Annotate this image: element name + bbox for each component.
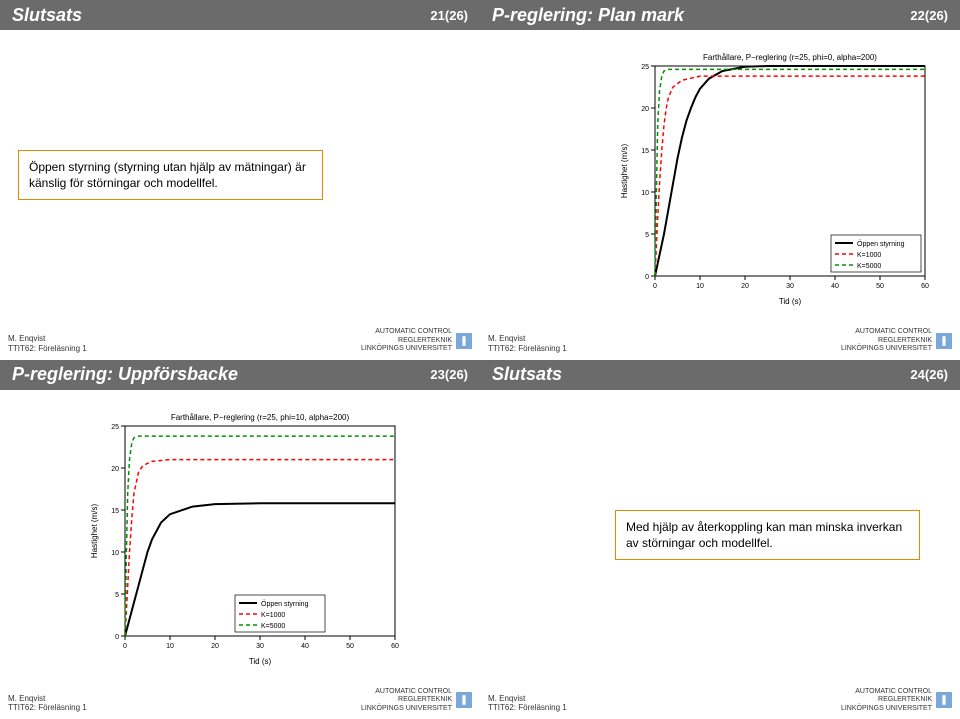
svg-text:10: 10 [166,643,174,650]
svg-text:50: 50 [876,283,884,290]
svg-text:5: 5 [115,592,119,599]
svg-text:60: 60 [391,643,399,650]
svg-text:10: 10 [641,190,649,197]
footer-org2: REGLERTEKNIK [841,696,932,704]
slide-page: 21(26) [430,8,468,23]
svg-text:5: 5 [645,232,649,239]
slide-titlebar: P-reglering: Plan mark 22(26) [480,0,960,30]
svg-text:Hastighet (m/s): Hastighet (m/s) [620,144,629,199]
svg-text:K=1000: K=1000 [857,252,881,259]
footer-org2: REGLERTEKNIK [361,696,452,704]
slide-page: 23(26) [430,367,468,382]
svg-text:20: 20 [641,106,649,113]
slide-page: 24(26) [910,367,948,382]
svg-text:0: 0 [653,283,657,290]
footer-right: AUTOMATIC CONTROL REGLERTEKNIK LINKÖPING… [361,328,472,353]
slide-3: P-reglering: Uppförsbacke 23(26) 0 10 20 30… [0,360,480,719]
chart-p-plan: 0 10 20 30 40 50 60 0 5 10 15 20 25 Farthållare, P−re… [615,48,935,308]
svg-text:0: 0 [115,634,119,641]
footer-author: M. Enqvist [8,334,87,344]
slide-titlebar: P-reglering: Uppförsbacke 23(26) [0,360,480,390]
footer-org1: AUTOMATIC CONTROL [841,328,932,336]
slide-title: Slutsats [12,5,82,26]
svg-text:Farthållare, P−reglering (r=25: Farthållare, P−reglering (r=25, phi=0, a… [703,53,877,62]
footer-right: AUTOMATIC CONTROL REGLERTEKNIK LINKÖPING… [841,688,952,713]
slide-titlebar: Slutsats 24(26) [480,360,960,390]
svg-text:40: 40 [831,283,839,290]
svg-text:K=1000: K=1000 [261,612,285,619]
footer-org2: REGLERTEKNIK [841,337,932,345]
message-box: Med hjälp av återkoppling kan man minska… [615,510,920,560]
svg-text:K=5000: K=5000 [261,623,285,630]
slide-titlebar: Slutsats 21(26) [0,0,480,30]
footer-author: M. Enqvist [8,694,87,704]
footer-org3: LINKÖPINGS UNIVERSITET [841,705,932,713]
svg-text:10: 10 [696,283,704,290]
svg-text:K=5000: K=5000 [857,263,881,270]
svg-text:0: 0 [645,274,649,281]
footer-left: M. Enqvist TTIT62: Föreläsning 1 [488,694,567,713]
svg-text:10: 10 [111,550,119,557]
svg-text:Tid (s): Tid (s) [249,657,272,666]
university-icon [456,333,472,349]
slide-1: Slutsats 21(26) Öppen styrning (styrning… [0,0,480,360]
university-icon [936,333,952,349]
footer-org1: AUTOMATIC CONTROL [841,688,932,696]
svg-text:30: 30 [786,283,794,290]
footer-org3: LINKÖPINGS UNIVERSITET [361,705,452,713]
footer-org2: REGLERTEKNIK [361,337,452,345]
footer-author: M. Enqvist [488,334,567,344]
svg-text:15: 15 [641,148,649,155]
footer-org3: LINKÖPINGS UNIVERSITET [361,345,452,353]
svg-text:50: 50 [346,643,354,650]
slide-4: Slutsats 24(26) Med hjälp av återkopplin… [480,360,960,719]
svg-text:Farthållare, P−reglering (r=25: Farthållare, P−reglering (r=25, phi=10, … [171,413,350,422]
message-box: Öppen styrning (styrning utan hjälp av m… [18,150,323,200]
footer-right: AUTOMATIC CONTROL REGLERTEKNIK LINKÖPING… [841,328,952,353]
svg-text:Öppen styrning: Öppen styrning [261,600,309,608]
footer-org3: LINKÖPINGS UNIVERSITET [841,345,932,353]
svg-text:15: 15 [111,508,119,515]
footer-course: TTIT62: Föreläsning 1 [488,344,567,354]
svg-text:Tid (s): Tid (s) [779,297,802,306]
svg-text:20: 20 [741,283,749,290]
slide-title: Slutsats [492,364,562,385]
footer-right: AUTOMATIC CONTROL REGLERTEKNIK LINKÖPING… [361,688,472,713]
svg-text:25: 25 [111,424,119,431]
footer-course: TTIT62: Föreläsning 1 [8,703,87,713]
footer-course: TTIT62: Föreläsning 1 [488,703,567,713]
footer-org1: AUTOMATIC CONTROL [361,688,452,696]
svg-text:40: 40 [301,643,309,650]
chart-p-uphill: 0 10 20 30 40 50 60 0 5 10 15 20 25 Farthållare, P−re… [85,408,405,668]
footer-author: M. Enqvist [488,694,567,704]
slide-2: P-reglering: Plan mark 22(26) 0 10 20 30 40 5… [480,0,960,360]
footer-left: M. Enqvist TTIT62: Föreläsning 1 [8,334,87,353]
footer-org1: AUTOMATIC CONTROL [361,328,452,336]
footer-course: TTIT62: Föreläsning 1 [8,344,87,354]
footer-left: M. Enqvist TTIT62: Föreläsning 1 [488,334,567,353]
svg-text:20: 20 [111,466,119,473]
university-icon [456,692,472,708]
svg-text:25: 25 [641,64,649,71]
footer-left: M. Enqvist TTIT62: Föreläsning 1 [8,694,87,713]
svg-text:Hastighet (m/s): Hastighet (m/s) [90,503,99,558]
svg-text:0: 0 [123,643,127,650]
svg-text:20: 20 [211,643,219,650]
slide-title: P-reglering: Uppförsbacke [12,364,238,385]
university-icon [936,692,952,708]
slide-page: 22(26) [910,8,948,23]
slide-title: P-reglering: Plan mark [492,5,684,26]
svg-text:60: 60 [921,283,929,290]
svg-text:30: 30 [256,643,264,650]
svg-text:Öppen styrning: Öppen styrning [857,240,905,248]
